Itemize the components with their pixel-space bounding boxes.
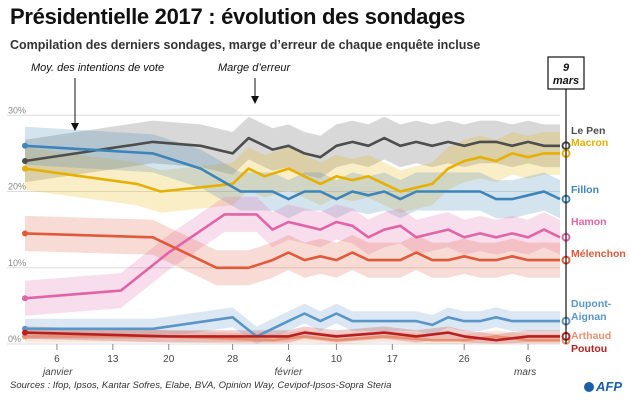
current-date-month: mars <box>553 75 579 87</box>
series-label: Arthaud <box>571 330 611 342</box>
annotation-mean: Moy. des intentions de vote <box>31 62 164 74</box>
afp-logo-icon <box>584 382 594 392</box>
series-line-macron <box>24 152 560 193</box>
series-start-dot <box>22 329 28 336</box>
series-label: Aignan <box>571 311 607 323</box>
x-tick-label: 26 <box>459 354 471 365</box>
chart-subtitle: Compilation des derniers sondages, marge… <box>10 38 481 52</box>
sources-footer: Sources : Ifop, Ipsos, Kantar Sofres, El… <box>10 380 392 391</box>
x-month-label: février <box>275 367 303 378</box>
series-start-dot <box>22 142 28 149</box>
series-line-le pen <box>24 136 560 163</box>
current-date-day: 9 <box>563 62 570 74</box>
afp-logo: AFP <box>584 379 622 394</box>
annotation-mean-arrowhead <box>71 123 79 131</box>
chart-title: Présidentielle 2017 : évolution des sond… <box>10 4 466 29</box>
afp-logo-text: AFP <box>596 379 622 394</box>
x-tick-label: 4 <box>286 354 292 365</box>
annotation-margin-arrowhead <box>251 96 259 104</box>
y-tick-label: 0% <box>8 334 21 344</box>
x-tick-label: 28 <box>227 354 239 365</box>
series-label: Fillon <box>571 184 599 196</box>
error-band-hamon <box>25 196 560 316</box>
x-tick-label: 13 <box>107 354 119 365</box>
series-line-dupont-aignan <box>25 312 560 338</box>
series-start-dot <box>22 230 28 237</box>
x-tick-label: 6 <box>54 354 60 365</box>
x-tick-label: 10 <box>331 354 343 365</box>
x-tick-label: 17 <box>387 354 399 365</box>
error-band-fillon <box>25 126 560 219</box>
series-line-poutou <box>24 331 560 342</box>
current-date-box <box>547 56 585 90</box>
y-tick-label: 30% <box>8 105 26 115</box>
series-start-dot <box>22 295 28 302</box>
error-band-le pen <box>25 116 560 183</box>
series-start-dot <box>22 158 28 164</box>
y-tick-label: 20% <box>8 182 26 192</box>
series-label: Macron <box>571 137 608 149</box>
error-band-mélenchon <box>25 215 560 286</box>
y-tick-label: 10% <box>8 258 26 268</box>
series-label: Le Pen <box>571 125 605 137</box>
series-label: Hamon <box>571 216 607 228</box>
series-label: Dupont- <box>571 298 612 310</box>
series-line-mélenchon <box>24 232 560 270</box>
x-tick-label: 20 <box>163 354 175 365</box>
series-label: Mélenchon <box>571 248 626 260</box>
x-tick-label: 6 <box>525 354 531 365</box>
annotation-margin: Marge d’erreur <box>218 62 291 74</box>
series-label: Poutou <box>571 343 607 355</box>
error-band-dupont-aignan <box>25 303 560 344</box>
x-month-label: janvier <box>41 367 73 378</box>
series-line-hamon <box>24 213 561 300</box>
x-month-label: mars <box>514 367 536 378</box>
series-start-dot <box>22 165 28 172</box>
series-line-fillon <box>24 144 561 201</box>
